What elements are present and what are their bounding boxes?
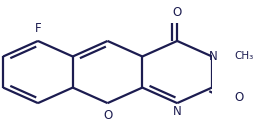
Text: F: F	[35, 22, 41, 35]
Text: O: O	[235, 91, 244, 104]
Text: O: O	[172, 6, 182, 19]
Text: N: N	[209, 50, 217, 63]
Text: CH₃: CH₃	[235, 51, 254, 61]
Text: O: O	[103, 109, 112, 122]
Text: N: N	[173, 105, 182, 118]
